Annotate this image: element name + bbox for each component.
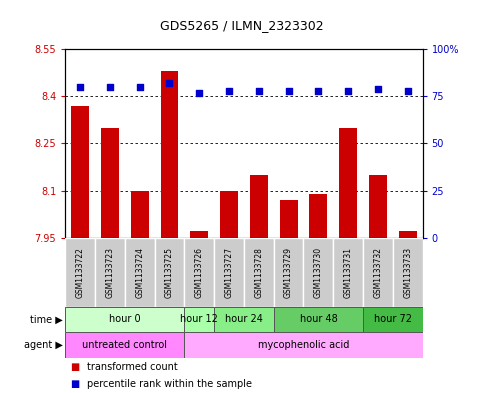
Point (76, 84, 84, 90)
Text: GSM1133725: GSM1133725 (165, 247, 174, 298)
Point (166, 80, 173, 86)
Bar (280, 200, 298, 238)
Bar (214, 238, 244, 307)
Text: GSM1133731: GSM1133731 (344, 247, 353, 298)
Text: GSM1133729: GSM1133729 (284, 247, 293, 298)
Bar (220, 191, 238, 238)
Point (404, 88, 412, 94)
Text: hour 0: hour 0 (109, 314, 141, 324)
Bar (71, 106, 89, 238)
Point (136, 84, 143, 90)
Text: GSM1133726: GSM1133726 (195, 247, 204, 298)
Point (225, 88, 233, 94)
Text: time ▶: time ▶ (30, 314, 63, 324)
Text: hour 72: hour 72 (374, 314, 412, 324)
Bar (95, 238, 125, 307)
Bar (155, 238, 185, 307)
Text: GSM1133732: GSM1133732 (373, 247, 383, 298)
Bar (185, 332, 423, 358)
Bar (185, 238, 214, 307)
Bar (160, 71, 178, 238)
Bar (214, 307, 274, 332)
Bar (393, 238, 423, 307)
Bar (65, 307, 185, 332)
Text: percentile rank within the sample: percentile rank within the sample (87, 379, 252, 389)
Text: GSM1133727: GSM1133727 (225, 247, 233, 298)
Text: GSM1133728: GSM1133728 (255, 247, 263, 298)
Text: transformed count: transformed count (87, 362, 178, 371)
Bar (65, 238, 95, 307)
Bar (333, 238, 363, 307)
Text: GSM1133730: GSM1133730 (314, 246, 323, 298)
Bar (310, 194, 327, 238)
Bar (274, 307, 363, 332)
Bar (125, 238, 155, 307)
Bar (101, 128, 119, 238)
Bar (131, 191, 149, 238)
Text: GSM1133722: GSM1133722 (76, 247, 85, 298)
Point (314, 88, 322, 94)
Bar (399, 231, 417, 238)
Text: hour 12: hour 12 (180, 314, 218, 324)
Bar (185, 307, 214, 332)
Text: GSM1133723: GSM1133723 (105, 247, 114, 298)
Point (106, 84, 114, 90)
Bar (65, 332, 185, 358)
Point (374, 86, 382, 92)
Bar (274, 238, 303, 307)
Bar (339, 128, 357, 238)
Point (285, 88, 293, 94)
Text: agent ▶: agent ▶ (24, 340, 63, 350)
Point (255, 88, 263, 94)
Bar (303, 238, 333, 307)
Bar (250, 175, 268, 238)
Text: mycophenolic acid: mycophenolic acid (258, 340, 349, 350)
Point (344, 88, 352, 94)
Text: GSM1133733: GSM1133733 (403, 246, 412, 298)
Text: untreated control: untreated control (82, 340, 167, 350)
Bar (369, 175, 387, 238)
Text: GDS5265 / ILMN_2323302: GDS5265 / ILMN_2323302 (160, 19, 323, 32)
Text: hour 48: hour 48 (299, 314, 337, 324)
Bar (363, 307, 423, 332)
Bar (190, 231, 208, 238)
Text: ■: ■ (70, 362, 79, 371)
Bar (363, 238, 393, 307)
Bar (244, 238, 274, 307)
Text: ■: ■ (70, 379, 79, 389)
Point (196, 89, 203, 95)
Text: GSM1133724: GSM1133724 (135, 247, 144, 298)
Text: hour 24: hour 24 (225, 314, 263, 324)
